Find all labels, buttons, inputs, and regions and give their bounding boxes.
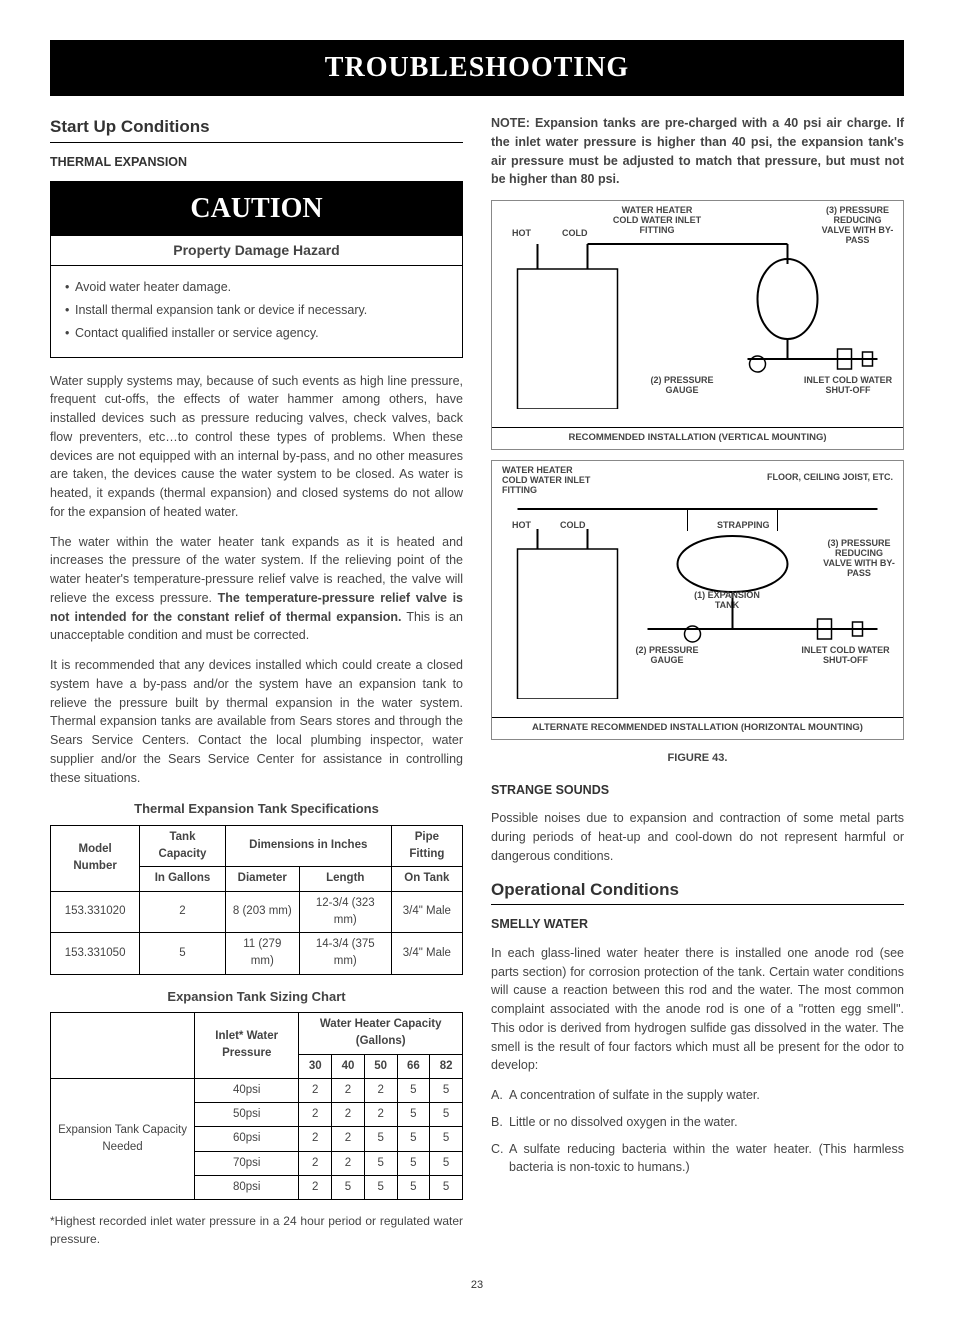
label-gauge: (2) PRESSURE GAUGE: [637, 376, 727, 396]
label-shutoff: INLET COLD WATER SHUT-OFF: [798, 646, 893, 666]
table-row: 153.331020 2 8 (203 mm) 12-3/4 (323 mm) …: [51, 891, 463, 933]
body-paragraph: In each glass-lined water heater there i…: [491, 944, 904, 1075]
th-gallons: In Gallons: [140, 867, 226, 891]
caution-subtitle: Property Damage Hazard: [51, 236, 462, 266]
subheading-smelly-water: SMELLY WATER: [491, 915, 904, 934]
th-whc: Water Heater Capacity (Gallons): [299, 1013, 463, 1055]
body-paragraph: It is recommended that any devices insta…: [50, 656, 463, 787]
th-diameter: Diameter: [225, 867, 299, 891]
list-item: C.A sulfate reducing bacteria within the…: [491, 1140, 904, 1178]
label-strapping: STRAPPING: [717, 521, 770, 531]
th-capacity: Tank Capacity: [140, 825, 226, 867]
left-column: Start Up Conditions THERMAL EXPANSION CA…: [50, 114, 463, 1259]
caution-title: CAUTION: [51, 182, 462, 236]
label-hot: HOT: [512, 521, 531, 531]
section-start-up: Start Up Conditions: [50, 114, 463, 143]
figure-caption: FIGURE 43.: [491, 750, 904, 767]
label-prv: (3) PRESSURE REDUCING VALVE WITH BY-PASS: [820, 206, 895, 246]
diagram-vertical-mounting: HOT COLD WATER HEATER COLD WATER INLET F…: [491, 200, 904, 450]
caution-item: Contact qualified installer or service a…: [65, 324, 448, 343]
th-pipe: Pipe Fitting: [391, 825, 462, 867]
th-model: Model Number: [51, 825, 140, 891]
caution-item: Install thermal expansion tank or device…: [65, 301, 448, 320]
label-expansion-tank: (1) EXPANSION TANK: [692, 591, 762, 611]
label-hot: HOT: [512, 229, 531, 239]
page-banner: TROUBLESHOOTING: [50, 40, 904, 96]
page-number: 23: [50, 1279, 904, 1291]
body-paragraph: The water within the water heater tank e…: [50, 533, 463, 646]
row-label: Expansion Tank Capacity Needed: [51, 1078, 195, 1199]
list-item: B.Little or no dissolved oxygen in the w…: [491, 1113, 904, 1132]
label-floor: FLOOR, CEILING JOIST, ETC.: [753, 473, 893, 483]
caution-box: CAUTION Property Damage Hazard Avoid wat…: [50, 181, 463, 357]
body-paragraph: Possible noises due to expansion and con…: [491, 809, 904, 865]
label-gauge: (2) PRESSURE GAUGE: [622, 646, 712, 666]
label-shutoff: INLET COLD WATER SHUT-OFF: [803, 376, 893, 396]
diagram-horizontal-mounting: WATER HEATER COLD WATER INLET FITTING FL…: [491, 460, 904, 740]
table1-title: Thermal Expansion Tank Specifications: [50, 799, 463, 819]
th-inlet: Inlet* Water Pressure: [195, 1013, 299, 1079]
note-paragraph: NOTE: Expansion tanks are pre-charged wi…: [491, 114, 904, 189]
body-paragraph: Water supply systems may, because of suc…: [50, 372, 463, 522]
table-row: 153.331050 5 11 (279 mm) 14-3/4 (375 mm)…: [51, 933, 463, 975]
list-item: A.A concentration of sulfate in the supp…: [491, 1086, 904, 1105]
expansion-tank-sizing-table: Inlet* Water Pressure Water Heater Capac…: [50, 1012, 463, 1200]
label-prv: (3) PRESSURE REDUCING VALVE WITH BY-PASS: [823, 539, 895, 579]
right-column: NOTE: Expansion tanks are pre-charged wi…: [491, 114, 904, 1259]
table2-title: Expansion Tank Sizing Chart: [50, 987, 463, 1007]
subheading-thermal-expansion: THERMAL EXPANSION: [50, 153, 463, 172]
table-row: Expansion Tank Capacity Needed 40psi 222…: [51, 1078, 463, 1102]
caution-item: Avoid water heater damage.: [65, 278, 448, 297]
caution-body: Avoid water heater damage. Install therm…: [51, 266, 462, 356]
thermal-expansion-spec-table: Model Number Tank Capacity Dimensions in…: [50, 825, 463, 975]
table-footnote: *Highest recorded inlet water pressure i…: [50, 1212, 463, 1248]
diagram2-caption: ALTERNATE RECOMMENDED INSTALLATION (HORI…: [492, 717, 903, 735]
label-cold: COLD: [560, 521, 586, 531]
section-operational-conditions: Operational Conditions: [491, 877, 904, 906]
label-inlet-fitting: WATER HEATER COLD WATER INLET FITTING: [612, 206, 702, 236]
diagram1-caption: RECOMMENDED INSTALLATION (VERTICAL MOUNT…: [492, 427, 903, 445]
th-dimensions: Dimensions in Inches: [225, 825, 391, 867]
th-ontank: On Tank: [391, 867, 462, 891]
smelly-factors-list: A.A concentration of sulfate in the supp…: [491, 1086, 904, 1177]
two-column-layout: Start Up Conditions THERMAL EXPANSION CA…: [50, 114, 904, 1259]
label-cold: COLD: [562, 229, 588, 239]
label-inlet-fitting: WATER HEATER COLD WATER INLET FITTING: [502, 466, 592, 496]
th-length: Length: [299, 867, 391, 891]
subheading-strange-sounds: STRANGE SOUNDS: [491, 781, 904, 800]
